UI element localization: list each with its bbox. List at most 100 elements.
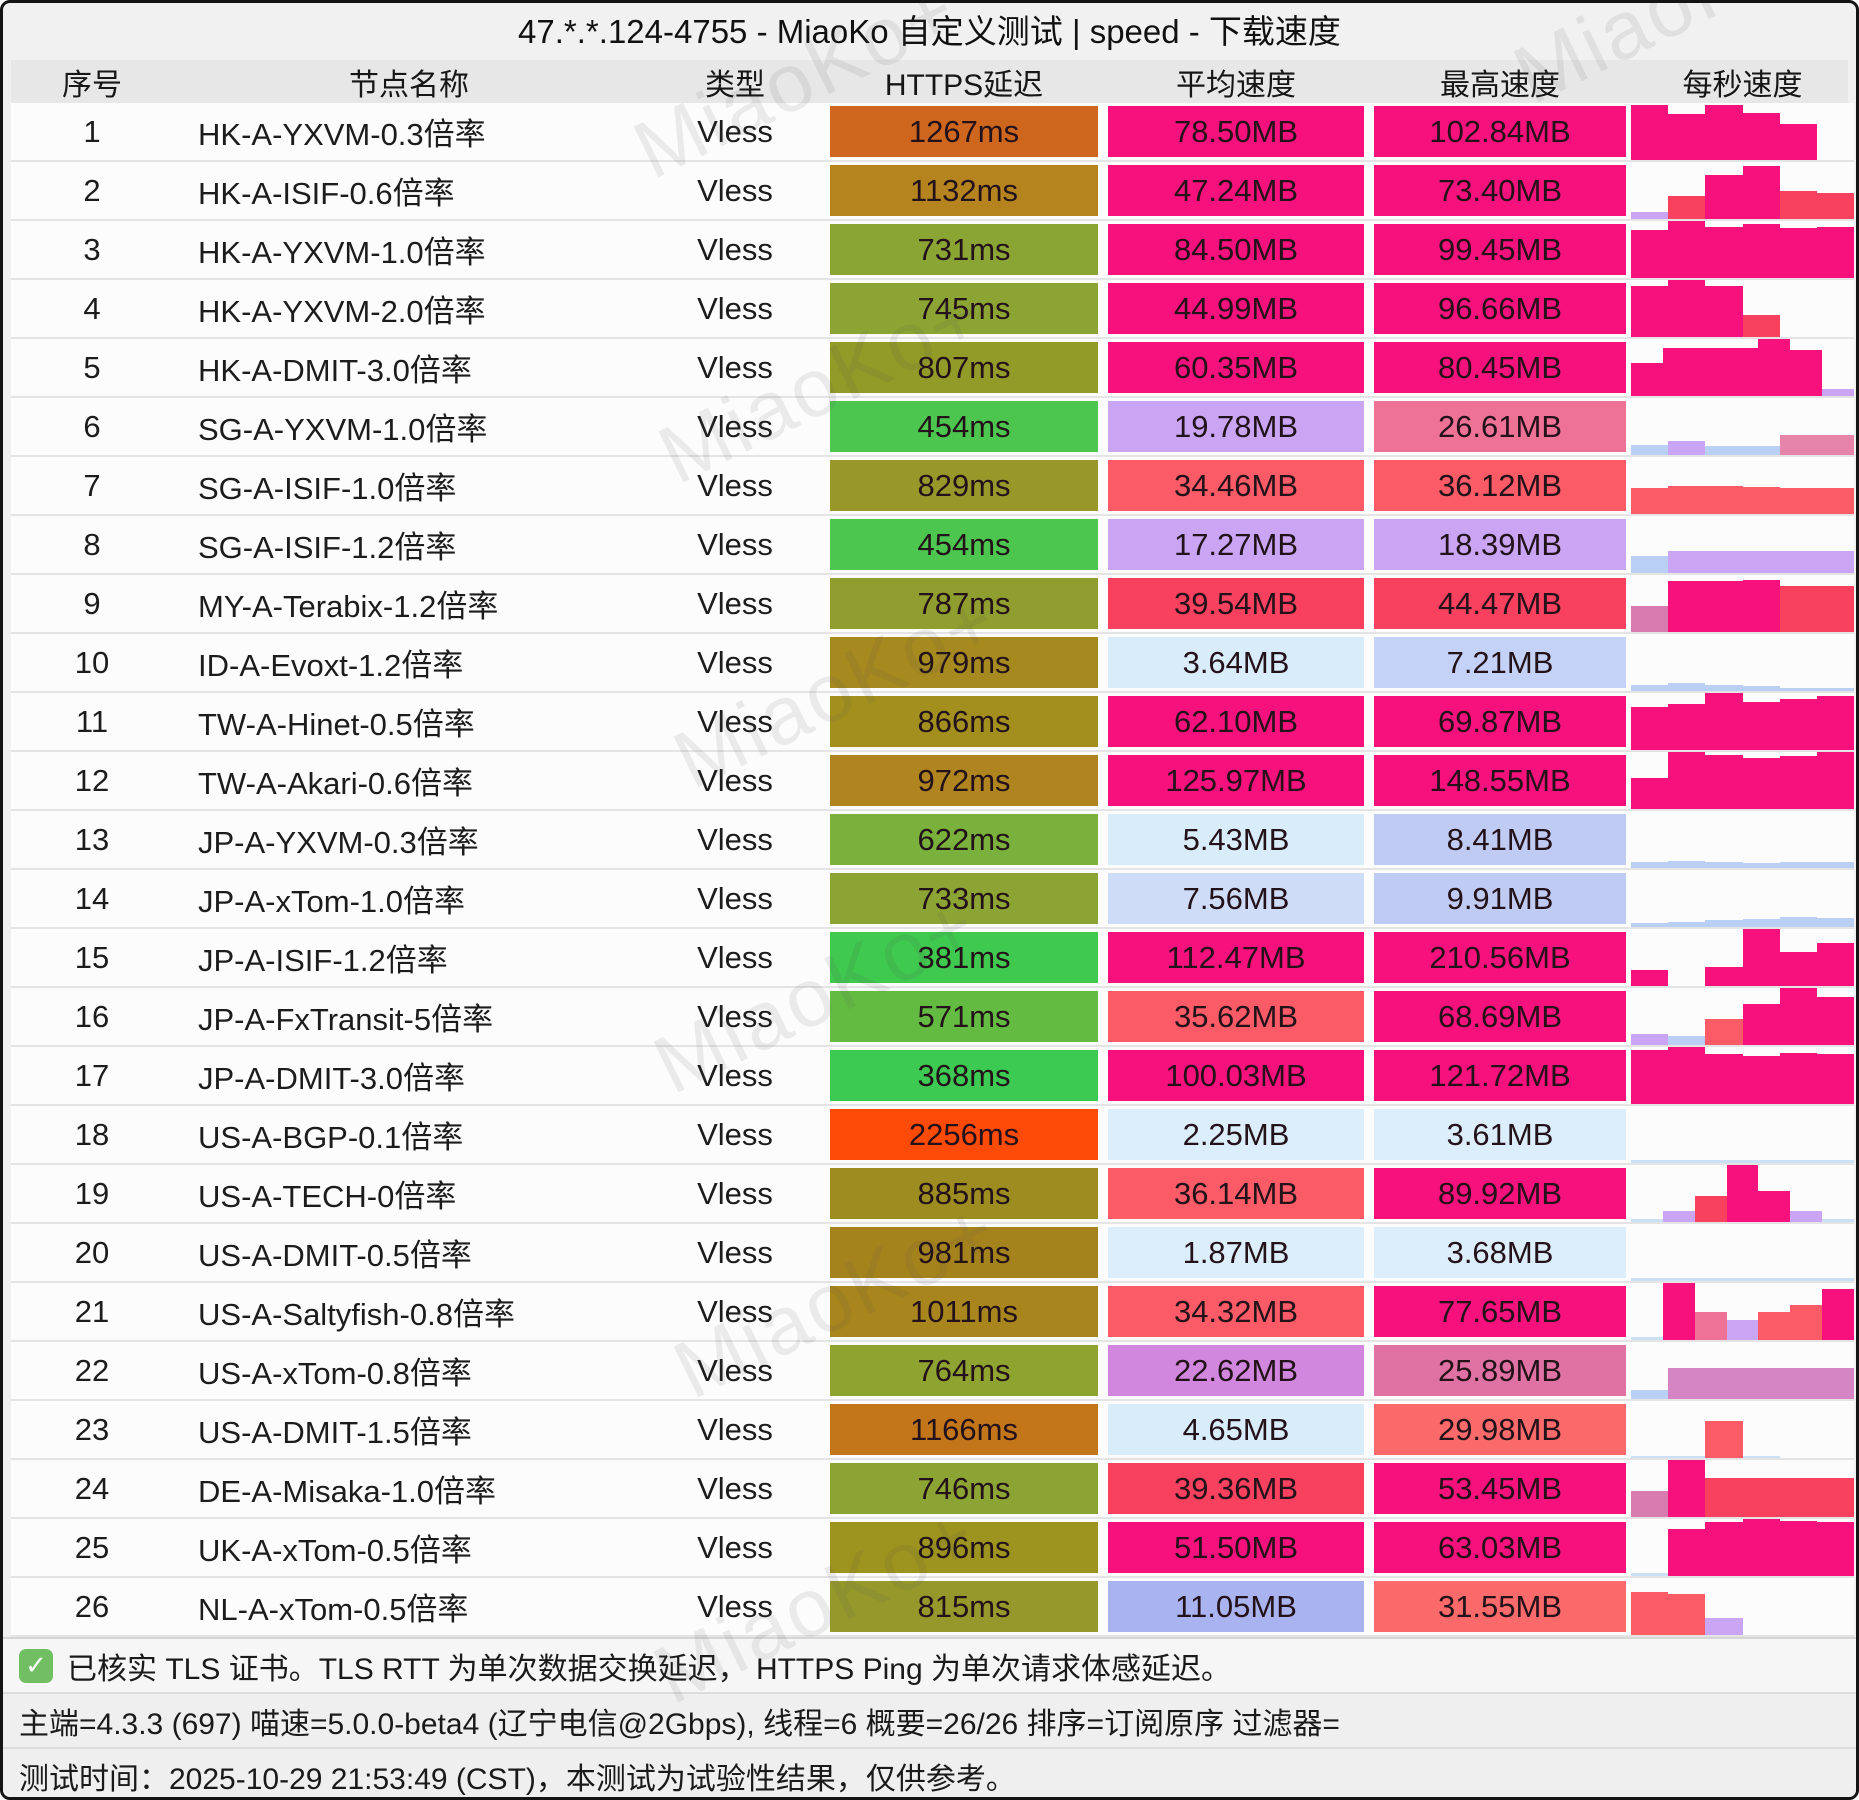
- avg-speed-chip: 22.62MB: [1108, 1345, 1364, 1396]
- row-index: 16: [11, 988, 173, 1047]
- spark-bar: [1705, 580, 1743, 632]
- spark-bar: [1631, 104, 1669, 160]
- spark-bar: [1631, 211, 1669, 219]
- per-second-speed-sparkline: [1631, 398, 1854, 457]
- max-speed-chip: 18.39MB: [1374, 519, 1626, 570]
- max-speed-chip: 8.41MB: [1374, 814, 1626, 865]
- spark-bar: [1742, 1159, 1780, 1163]
- max-speed-chip: 89.92MB: [1374, 1168, 1626, 1219]
- row-index: 20: [11, 1224, 173, 1283]
- max-speed-chip: 9.91MB: [1374, 873, 1626, 924]
- spark-bar: [1631, 1159, 1669, 1163]
- max-speed-chip: 99.45MB: [1374, 224, 1626, 275]
- node-name: US-A-xTom-0.8倍率: [173, 1342, 645, 1401]
- node-name: TW-A-Hinet-0.5倍率: [173, 693, 645, 752]
- spark-bar: [1705, 1521, 1743, 1576]
- spark-bar: [1631, 1573, 1669, 1576]
- spark-bar: [1779, 1478, 1817, 1517]
- spark-bar: [1668, 114, 1706, 160]
- spark-bar: [1631, 229, 1669, 278]
- spark-bar: [1742, 579, 1780, 632]
- spark-bar: [1705, 920, 1743, 927]
- spark-bar: [1668, 752, 1706, 809]
- max-speed-chip: 25.89MB: [1374, 1345, 1626, 1396]
- node-type: Vless: [645, 575, 825, 634]
- spark-bar: [1668, 683, 1706, 691]
- spark-bar: [1705, 862, 1743, 868]
- footer-tls-note-text: 已核实 TLS 证书。TLS RTT 为单次数据交换延迟， HTTPS Ping…: [67, 1652, 1231, 1686]
- node-type: Vless: [645, 1460, 825, 1519]
- row-index: 26: [11, 1578, 173, 1637]
- node-name: DE-A-Misaka-1.0倍率: [173, 1460, 645, 1519]
- spark-bar: [1631, 1033, 1669, 1045]
- node-type: Vless: [645, 221, 825, 280]
- table-row: 23 US-A-DMIT-1.5倍率 Vless 1166ms 4.65MB 2…: [11, 1401, 1854, 1460]
- latency-chip: 972ms: [830, 755, 1098, 806]
- avg-speed-chip: 11.05MB: [1108, 1581, 1364, 1632]
- spark-bar: [1816, 226, 1854, 278]
- latency-chip: 787ms: [830, 578, 1098, 629]
- node-name: JP-A-DMIT-3.0倍率: [173, 1047, 645, 1106]
- footer-test-time: 测试时间：2025-10-29 21:53:49 (CST)，本测试为试验性结果…: [3, 1747, 1856, 1797]
- per-second-speed-sparkline: [1631, 693, 1854, 752]
- table-row: 13 JP-A-YXVM-0.3倍率 Vless 622ms 5.43MB 8.…: [11, 811, 1854, 870]
- spark-bar: [1779, 756, 1817, 809]
- per-second-speed-sparkline: [1631, 1106, 1854, 1165]
- spark-bar: [1790, 1304, 1823, 1340]
- per-second-speed-sparkline: [1631, 1460, 1854, 1519]
- spark-bar: [1742, 1055, 1780, 1104]
- footer-version-info: 主端=4.3.3 (697) 喵速=5.0.0-beta4 (辽宁电信@2Gbp…: [3, 1692, 1856, 1747]
- table-row: 20 US-A-DMIT-0.5倍率 Vless 981ms 1.87MB 3.…: [11, 1224, 1854, 1283]
- node-type: Vless: [645, 516, 825, 575]
- column-header-type: 类型: [705, 69, 765, 102]
- spark-bar: [1631, 488, 1669, 514]
- spark-bar: [1742, 223, 1780, 278]
- per-second-speed-sparkline: [1631, 1401, 1854, 1460]
- spark-bar: [1742, 551, 1780, 573]
- node-name: HK-A-YXVM-2.0倍率: [173, 280, 645, 339]
- spark-bar: [1742, 686, 1780, 691]
- spark-bar: [1631, 923, 1669, 927]
- spark-bar: [1779, 862, 1817, 868]
- avg-speed-chip: 34.46MB: [1108, 460, 1364, 511]
- row-index: 13: [11, 811, 173, 870]
- spark-bar: [1790, 1210, 1823, 1222]
- spark-bar: [1668, 196, 1706, 219]
- latency-chip: 764ms: [830, 1345, 1098, 1396]
- latency-chip: 746ms: [830, 1463, 1098, 1514]
- spark-bar: [1631, 1455, 1669, 1458]
- max-speed-chip: 80.45MB: [1374, 342, 1626, 393]
- spark-bar: [1631, 606, 1669, 632]
- per-second-speed-sparkline: [1631, 339, 1854, 398]
- spark-bar: [1816, 435, 1854, 455]
- spark-bar: [1816, 551, 1854, 573]
- spark-bar: [1742, 919, 1780, 927]
- node-type: Vless: [645, 457, 825, 516]
- spark-bar: [1631, 1491, 1669, 1517]
- row-index: 6: [11, 398, 173, 457]
- latency-chip: 815ms: [830, 1581, 1098, 1632]
- spark-bar: [1816, 943, 1854, 986]
- row-index: 4: [11, 280, 173, 339]
- row-index: 12: [11, 752, 173, 811]
- latency-chip: 979ms: [830, 637, 1098, 688]
- node-name: HK-A-ISIF-0.6倍率: [173, 162, 645, 221]
- max-speed-chip: 36.12MB: [1374, 460, 1626, 511]
- spark-bar: [1742, 486, 1780, 514]
- avg-speed-chip: 112.47MB: [1108, 932, 1364, 983]
- spark-bar: [1779, 435, 1817, 455]
- spark-bar: [1822, 1219, 1854, 1222]
- row-index: 2: [11, 162, 173, 221]
- spark-bar: [1779, 586, 1817, 632]
- max-speed-chip: 44.47MB: [1374, 578, 1626, 629]
- per-second-speed-sparkline: [1631, 988, 1854, 1047]
- spark-bar: [1816, 688, 1854, 691]
- spark-bar: [1705, 1053, 1743, 1104]
- spark-bar: [1662, 347, 1695, 396]
- spark-bar: [1705, 446, 1743, 455]
- max-speed-chip: 7.21MB: [1374, 637, 1626, 688]
- spark-bar: [1816, 752, 1854, 809]
- node-name: NL-A-xTom-0.5倍率: [173, 1578, 645, 1637]
- spark-bar: [1816, 918, 1854, 927]
